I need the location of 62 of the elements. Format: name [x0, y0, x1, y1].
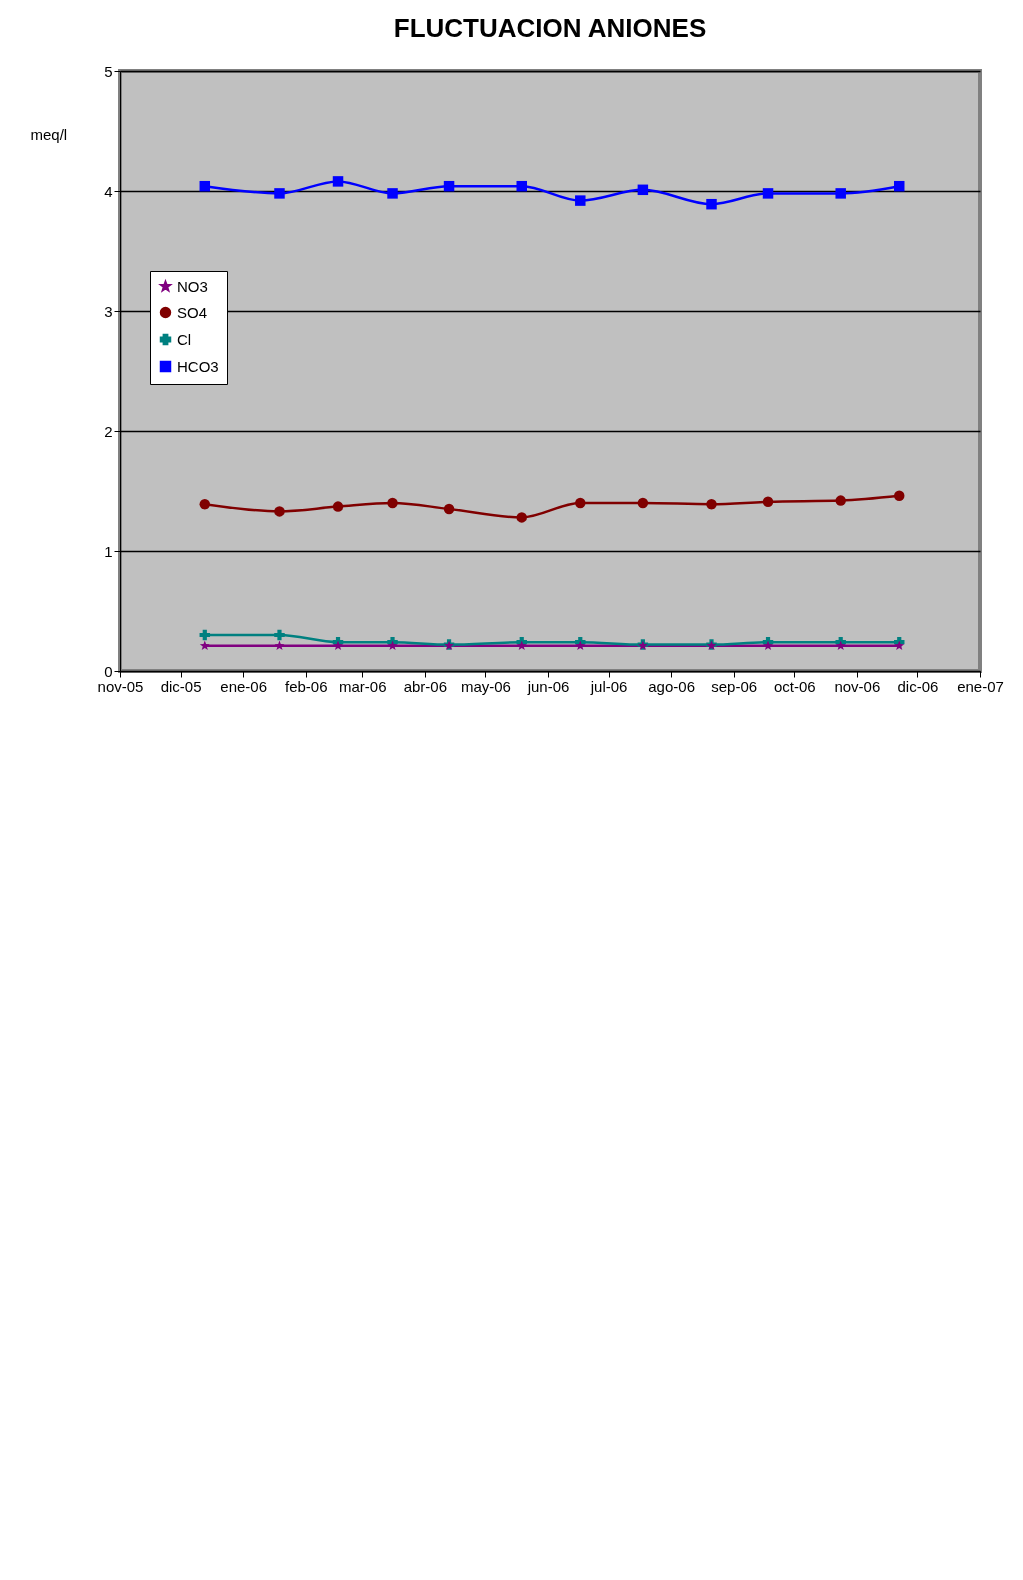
point	[443, 180, 455, 192]
x-tick-label: mar-06	[339, 677, 387, 695]
y-tick-label: 0	[104, 662, 113, 680]
y-tick-label: 2	[104, 422, 113, 440]
x-tick-label: nov-05	[97, 677, 144, 695]
y-tick-label: 5	[104, 62, 113, 80]
point	[835, 188, 846, 199]
point	[835, 495, 846, 506]
x-tick-label: feb-06	[284, 677, 328, 695]
x-tick-label: nov-06	[834, 677, 881, 695]
point	[637, 184, 649, 196]
point	[762, 496, 774, 508]
legend-label: Cl	[177, 330, 192, 348]
point	[199, 640, 210, 651]
point	[706, 198, 717, 210]
x-tick-label: dic-05	[160, 677, 202, 695]
point	[835, 640, 846, 651]
point	[763, 640, 774, 651]
x-tick-label: jun-06	[526, 677, 570, 695]
point	[387, 497, 398, 509]
x-tick-label: sep-06	[711, 677, 758, 695]
y-tick-label: 3	[104, 302, 113, 320]
point	[274, 188, 285, 199]
y-tick-label: 4	[104, 182, 113, 200]
point	[332, 501, 344, 512]
y-axis-title: meq/l	[30, 125, 68, 143]
legend-label: HCO3	[177, 357, 219, 375]
point	[894, 180, 905, 192]
x-tick-label: ene-06	[220, 677, 267, 695]
x-tick-label: dic-06	[897, 677, 939, 695]
y-tick-label: 1	[104, 542, 113, 560]
x-tick-label: ene-07	[957, 677, 1004, 695]
point	[274, 506, 285, 517]
x-tick-label: abr-06	[403, 677, 448, 695]
point	[332, 176, 344, 187]
point	[637, 497, 649, 509]
point	[516, 512, 527, 523]
point	[575, 195, 586, 206]
point	[387, 640, 398, 651]
x-tick-label: may-06	[460, 677, 511, 695]
point	[199, 629, 211, 641]
x-tick-label: ago-06	[648, 677, 695, 695]
point	[575, 497, 586, 509]
point	[516, 180, 527, 192]
legend-label: SO4	[177, 303, 208, 321]
point	[443, 503, 455, 515]
point	[706, 498, 717, 510]
point	[894, 640, 905, 651]
chart-title: FLUCTUACION ANIONES	[393, 13, 707, 43]
point	[894, 490, 905, 502]
point	[575, 640, 586, 651]
point	[199, 498, 211, 510]
point	[333, 640, 344, 651]
x-tick-label: jul-06	[589, 677, 628, 695]
x-tick-label: oct-06	[773, 677, 816, 695]
point	[274, 640, 285, 651]
point	[762, 188, 774, 199]
point	[274, 629, 285, 641]
point	[516, 640, 527, 651]
point	[199, 180, 211, 192]
point	[387, 188, 398, 199]
legend-label: NO3	[177, 277, 208, 295]
